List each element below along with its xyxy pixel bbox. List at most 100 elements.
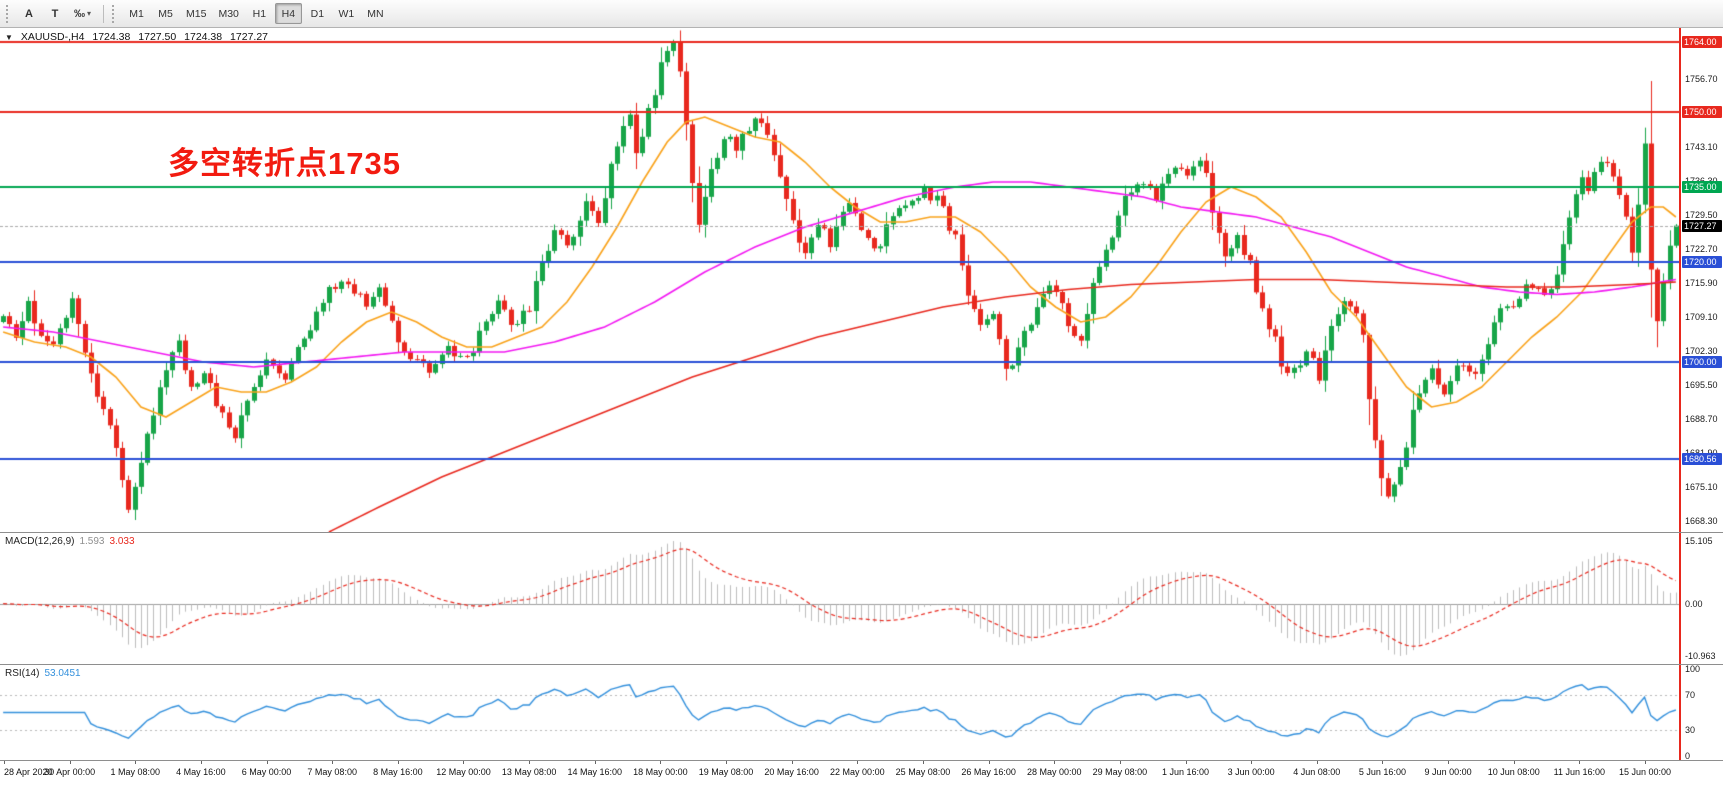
toolbar-grip[interactable] (6, 4, 10, 23)
price-level-badge: 1700.00 (1682, 356, 1722, 368)
time-axis-tick (792, 761, 793, 764)
price-chart-canvas[interactable] (0, 28, 1679, 532)
price-axis-label: 1695.50 (1685, 379, 1718, 390)
time-axis-label: 13 May 08:00 (501, 767, 557, 777)
toolbar-separator (103, 4, 105, 23)
time-axis-label: 10 Jun 08:00 (1487, 767, 1540, 777)
timeframe-button-h4[interactable]: H4 (274, 3, 302, 24)
price-axis-label: 1681.90 (1685, 448, 1718, 458)
rsi-axis[interactable]: 100 70 30 0 (1679, 665, 1723, 760)
time-axis-label: 6 May 00:00 (241, 767, 292, 777)
timeframe-button-m30[interactable]: M30 (218, 7, 239, 20)
ohlc-close: 1727.27 (230, 31, 269, 43)
time-axis-label: 5 Jun 16:00 (1358, 767, 1406, 777)
time-axis-tick (463, 761, 464, 764)
arrow-tool-button[interactable]: A (25, 7, 33, 20)
macd-signal-value: 3.033 (109, 536, 135, 547)
time-axis-label: 12 May 00:00 (436, 767, 491, 777)
time-axis-tick (267, 761, 268, 764)
time-axis-label: 29 May 08:00 (1092, 767, 1148, 777)
price-level-badge: 1750.00 (1682, 106, 1722, 118)
time-axis-tick (1645, 761, 1646, 764)
time-axis-label: 1 Jun 16:00 (1161, 767, 1210, 777)
rsi-axis-label: 30 (1685, 724, 1696, 735)
time-axis-label: 26 May 16:00 (961, 767, 1016, 777)
time-axis-tick (4, 761, 5, 764)
macd-canvas[interactable] (0, 533, 1679, 664)
time-axis-tick (529, 761, 530, 764)
ohlc-low: 1724.38 (184, 31, 223, 43)
time-axis-label: 8 May 16:00 (373, 767, 423, 777)
macd-axis-label: 15.105 (1685, 536, 1713, 546)
time-axis-tick (398, 761, 399, 764)
price-axis-label: 1743.10 (1685, 141, 1718, 152)
time-axis-tick (595, 761, 596, 764)
macd-main-value: 1.593 (79, 536, 105, 547)
toolbar: A T ‰ ▾ M1 M5 M15 M30 H1 H4 D1 W1 MN (0, 0, 1723, 28)
time-axis-label: 30 Apr 00:00 (44, 767, 96, 777)
fibonacci-icon: ‰ (74, 7, 85, 20)
time-axis-label: 25 May 08:00 (895, 767, 951, 777)
time-axis-tick (989, 761, 990, 764)
time-axis-label: 19 May 08:00 (698, 767, 754, 777)
time-axis-tick (332, 761, 333, 764)
time-axis-tick (1579, 761, 1580, 764)
price-axis[interactable]: 1756.70 1743.10 1736.30 1729.50 1722.70 1715.… (1679, 28, 1723, 532)
price-axis-label: 1675.10 (1685, 481, 1718, 492)
time-axis-tick (1514, 761, 1515, 764)
ohlc-high: 1727.50 (138, 31, 177, 43)
ohlc-open: 1724.38 (92, 31, 131, 43)
timeframe-button-d1[interactable]: D1 (310, 7, 325, 20)
macd-label: MACD(12,26,9) 1.593 3.033 (5, 536, 140, 547)
time-axis-label: 14 May 16:00 (567, 767, 623, 777)
macd-panel: 15.105 0.00 -10.963 MACD(12,26,9) 1.593 3.03… (0, 532, 1723, 664)
macd-axis-label: 0.00 (1685, 598, 1703, 609)
rsi-canvas[interactable] (0, 665, 1679, 760)
main-chart-panel: 1756.70 1743.10 1736.30 1729.50 1722.70 1715.… (0, 28, 1723, 532)
time-axis-label: 15 Jun 00:00 (1618, 767, 1672, 777)
collapse-icon[interactable]: ▼ (5, 33, 13, 42)
rsi-name: RSI(14) (5, 668, 40, 679)
time-axis-label: 9 Jun 00:00 (1424, 767, 1472, 777)
time-axis-tick (660, 761, 661, 764)
timeframe-button-m15[interactable]: M15 (186, 7, 207, 20)
time-axis-tick (1317, 761, 1318, 764)
text-tool-button[interactable]: T (51, 7, 59, 20)
rsi-label: RSI(14) 53.0451 (5, 668, 86, 679)
time-axis-label: 4 Jun 08:00 (1293, 767, 1341, 777)
time-axis-label: 20 May 16:00 (764, 767, 819, 777)
time-axis-label: 4 May 16:00 (176, 767, 226, 777)
timeframe-button-h1[interactable]: H1 (252, 7, 267, 20)
timeframe-button-m1[interactable]: M1 (129, 7, 144, 20)
time-axis-label: 28 May 00:00 (1026, 767, 1082, 777)
timeframe-button-m5[interactable]: M5 (158, 7, 173, 20)
fibonacci-tool-button[interactable]: ‰ ▾ (69, 3, 96, 24)
price-level-badge: 1735.00 (1682, 181, 1722, 193)
time-axis-label: 28 Apr 2020 (4, 767, 53, 777)
price-axis-label: 1715.90 (1685, 277, 1718, 288)
price-level-badge: 1727.27 (1682, 219, 1722, 232)
timeframe-button-mn[interactable]: MN (367, 7, 384, 20)
time-axis-label: 18 May 00:00 (633, 767, 688, 777)
rsi-panel: 100 70 30 0 RSI(14) 53.0451 (0, 664, 1723, 760)
macd-axis-label: -10.963 (1685, 651, 1716, 661)
timeframe-group: M1 M5 M15 M30 H1 H4 D1 W1 MN (122, 3, 390, 24)
price-axis-label: 1688.70 (1685, 413, 1718, 424)
price-axis-label: 1668.30 (1685, 515, 1718, 526)
price-axis-label: 1729.50 (1685, 209, 1718, 220)
symbol-label: XAUUSD-,H4 (20, 31, 85, 43)
macd-axis[interactable]: 15.105 0.00 -10.963 (1679, 533, 1723, 664)
macd-name: MACD(12,26,9) (5, 536, 75, 547)
time-axis-tick (135, 761, 136, 764)
rsi-axis-label: 70 (1685, 690, 1696, 701)
chart-annotation-text[interactable]: 多空转折点1735 (168, 146, 401, 181)
time-axis[interactable]: 28 Apr 2020 30 Apr 00:00 1 May 08:00 4 May … (0, 760, 1723, 782)
toolbar-grip[interactable] (112, 4, 116, 23)
timeframe-button-w1[interactable]: W1 (338, 7, 355, 20)
price-level-badge: 1764.00 (1682, 36, 1722, 48)
price-axis-label: 1702.30 (1685, 345, 1718, 356)
time-axis-tick (201, 761, 202, 764)
time-axis-tick (726, 761, 727, 764)
time-axis-label: 11 Jun 16:00 (1553, 767, 1606, 777)
